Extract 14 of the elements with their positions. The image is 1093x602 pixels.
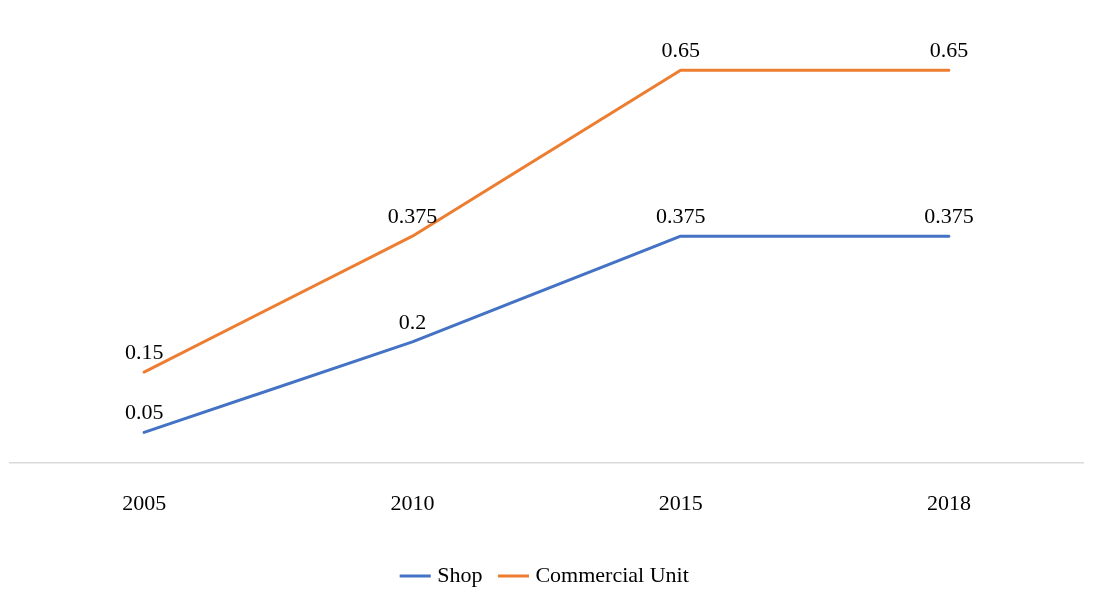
- data-label: 0.15: [124, 338, 164, 364]
- data-label: 0.65: [661, 36, 700, 62]
- data-label: 0.65: [929, 36, 969, 62]
- legend-label: Shop: [437, 561, 483, 587]
- legend-label: Commercial Unit: [535, 561, 689, 587]
- data-label: 0.05: [124, 399, 164, 425]
- x-tick-label: 2018: [926, 489, 971, 515]
- x-tick-label: 2010: [390, 489, 435, 515]
- x-tick-label: 2015: [658, 489, 703, 515]
- data-label: 0.375: [924, 202, 974, 228]
- data-label: 0.375: [655, 202, 706, 228]
- x-tick-label: 2005: [122, 489, 167, 515]
- data-label: 0.2: [398, 308, 427, 334]
- data-label: 0.375: [387, 202, 438, 228]
